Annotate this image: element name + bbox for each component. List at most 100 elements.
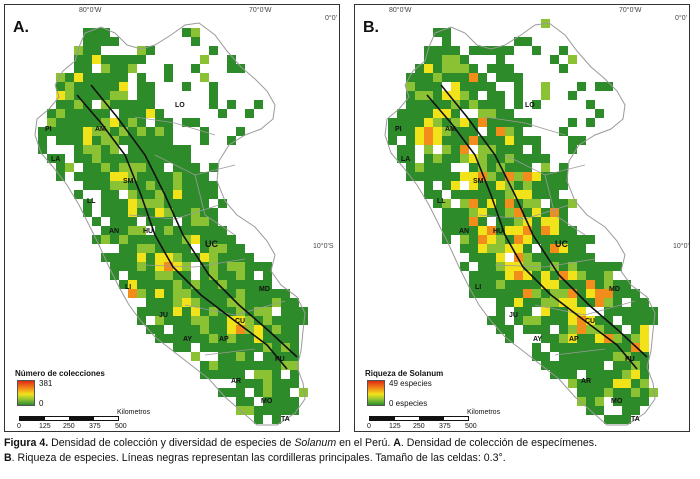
grid-cell <box>640 316 649 325</box>
grid-cell <box>523 226 532 235</box>
grid-cell <box>200 190 209 199</box>
grid-cell <box>92 109 101 118</box>
grid-cell <box>559 235 568 244</box>
grid-cell <box>209 298 218 307</box>
grid-cell <box>119 181 128 190</box>
grid-cell <box>137 244 146 253</box>
grid-cell <box>478 289 487 298</box>
grid-cell <box>128 244 137 253</box>
grid-cell <box>209 163 218 172</box>
grid-cell <box>245 280 254 289</box>
grid-cell <box>128 145 137 154</box>
grid-cell <box>595 316 604 325</box>
grid-cell <box>83 136 92 145</box>
grid-cell <box>227 307 236 316</box>
grid-cell <box>541 190 550 199</box>
grid-cell <box>128 109 137 118</box>
grid-cell <box>263 379 272 388</box>
grid-cell <box>137 316 146 325</box>
legend-max-label: 381 <box>39 379 53 388</box>
grid-cell <box>182 343 191 352</box>
grid-cell <box>613 343 622 352</box>
grid-cell <box>146 46 155 55</box>
grid-cell <box>595 298 604 307</box>
grid-cell <box>200 136 209 145</box>
grid-cell <box>460 154 469 163</box>
grid-cell <box>631 352 640 361</box>
grid-cell <box>200 280 209 289</box>
grid-cell <box>505 226 514 235</box>
grid-cell <box>604 280 613 289</box>
grid-cell <box>550 190 559 199</box>
grid-cell <box>514 190 523 199</box>
grid-cell <box>164 154 173 163</box>
grid-cell <box>604 271 613 280</box>
grid-cell <box>200 217 209 226</box>
grid-cell <box>299 388 308 397</box>
grid-cell <box>496 136 505 145</box>
grid-cell <box>83 172 92 181</box>
department-boundary <box>144 258 246 268</box>
grid-cell <box>164 262 173 271</box>
grid-cell <box>128 280 137 289</box>
grid-cell <box>577 334 586 343</box>
grid-cell <box>164 181 173 190</box>
grid-cell <box>487 136 496 145</box>
grid-cell <box>505 208 514 217</box>
grid-cell <box>173 298 182 307</box>
grid-cell <box>496 64 505 73</box>
grid-cell <box>137 82 146 91</box>
grid-cell <box>505 145 514 154</box>
grid-cell <box>173 289 182 298</box>
grid-cell <box>505 334 514 343</box>
department-boundary <box>134 116 216 136</box>
grid-cell <box>586 289 595 298</box>
grid-cell <box>523 199 532 208</box>
grid-cell <box>65 82 74 91</box>
grid-cell <box>496 118 505 127</box>
grid-cell <box>532 226 541 235</box>
grid-cell <box>164 136 173 145</box>
grid-cell <box>200 316 209 325</box>
grid-cell <box>236 244 245 253</box>
region-label-ta: TA <box>281 416 290 423</box>
grid-cell <box>487 316 496 325</box>
grid-cell <box>137 253 146 262</box>
grid-cell <box>640 298 649 307</box>
grid-cell <box>631 397 640 406</box>
grid-cell <box>586 397 595 406</box>
region-label-hu: HU <box>143 228 153 235</box>
grid-cell <box>128 100 137 109</box>
grid-cell <box>137 280 146 289</box>
grid-cell <box>424 154 433 163</box>
grid-cell <box>496 298 505 307</box>
grid-cell <box>541 280 550 289</box>
grid-cell <box>406 145 415 154</box>
grid-cell <box>406 109 415 118</box>
grid-cell <box>56 82 65 91</box>
region-label-mo: MO <box>611 398 623 405</box>
caption-line-1: Figura 4. Densidad de colección y divers… <box>4 436 696 451</box>
grid-cell <box>236 343 245 352</box>
grid-cell <box>209 226 218 235</box>
grid-cell <box>478 262 487 271</box>
grid-cell <box>622 307 631 316</box>
grid-cell <box>505 64 514 73</box>
grid-cell <box>469 181 478 190</box>
grid-cell <box>478 271 487 280</box>
grid-cell <box>101 64 110 73</box>
grid-cell <box>631 361 640 370</box>
grid-cell <box>191 253 200 262</box>
grid-cell <box>478 136 487 145</box>
grid-cell <box>137 199 146 208</box>
grid-cell <box>155 334 164 343</box>
grid-cell <box>469 217 478 226</box>
grid-cell <box>83 55 92 64</box>
grid-cell <box>577 316 586 325</box>
grid-cell <box>604 82 613 91</box>
cordillera-line <box>426 94 638 370</box>
grid-cell <box>541 298 550 307</box>
grid-cell <box>191 199 200 208</box>
grid-cell <box>631 343 640 352</box>
grid-cell <box>586 316 595 325</box>
